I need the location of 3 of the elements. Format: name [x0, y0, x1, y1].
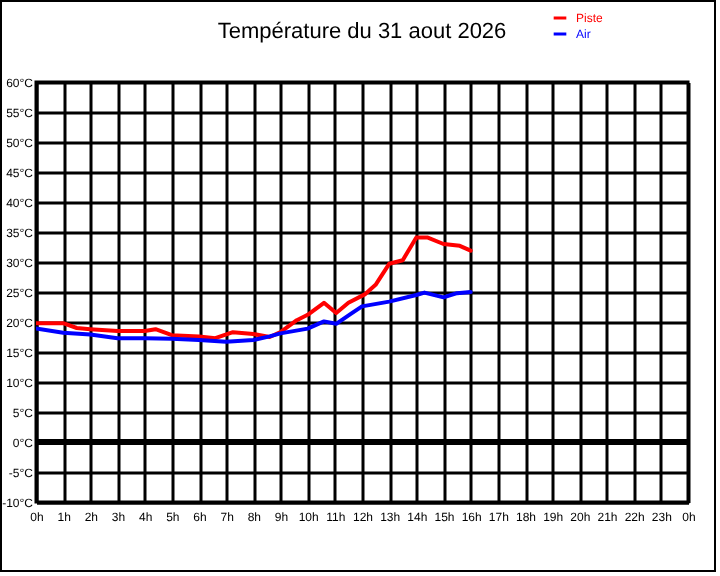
line-series — [36, 290, 473, 344]
chart-title: Température du 31 aout 2026 — [217, 20, 507, 44]
line-series — [36, 235, 473, 341]
